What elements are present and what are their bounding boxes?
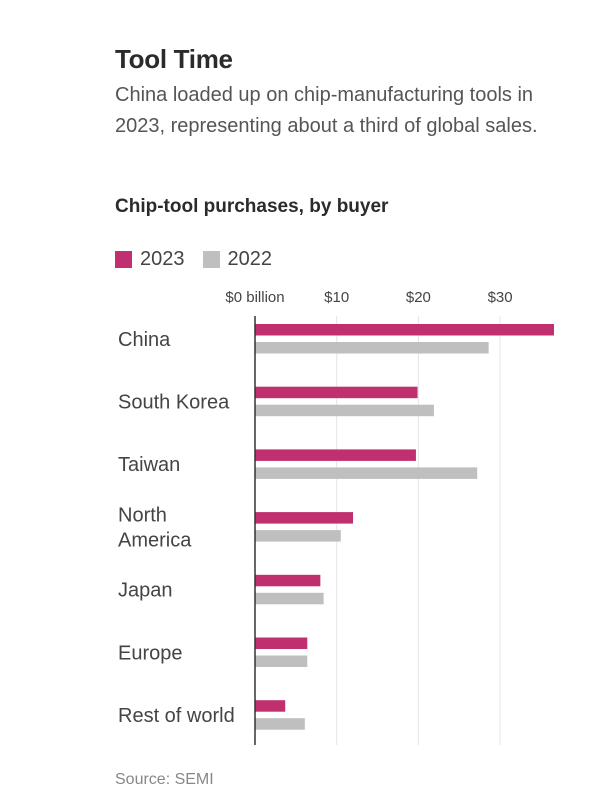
bar-2023 xyxy=(255,574,321,587)
x-tick-label: $0 billion xyxy=(225,289,284,306)
legend-item-2023: 2023 xyxy=(115,248,185,271)
legend-label-2022: 2022 xyxy=(227,247,273,270)
bar-2023 xyxy=(255,512,354,524)
category-label: America xyxy=(118,529,192,551)
category-label: China xyxy=(118,329,171,351)
x-tick-label: $30 xyxy=(488,289,513,306)
legend-item-2022: 2022 xyxy=(202,247,273,271)
category-label: Europe xyxy=(118,642,183,664)
category-label: North xyxy=(118,504,167,526)
bar-2022 xyxy=(255,655,308,667)
chart-heading: Chip-tool purchases, by buyer xyxy=(115,196,389,217)
category-label: Japan xyxy=(118,580,173,602)
bar-2023 xyxy=(255,637,308,649)
bar-2022 xyxy=(255,530,341,542)
legend-swatch-2023 xyxy=(115,250,132,268)
category-label: Taiwan xyxy=(118,454,180,476)
chart-subtitle: China loaded up on chip-manufacturing to… xyxy=(115,84,538,137)
bar-2023 xyxy=(255,700,286,712)
legend-swatch-2022 xyxy=(202,250,220,268)
bar-2022 xyxy=(255,404,434,417)
source-note: Source: SEMI xyxy=(115,771,214,788)
bar-2023 xyxy=(255,449,416,461)
bar-2023 xyxy=(255,324,554,336)
legend: 2023 2022 xyxy=(115,246,290,272)
x-tick-label: $20 xyxy=(406,289,431,306)
category-label: Rest of world xyxy=(118,705,235,727)
bar-2023 xyxy=(255,386,418,399)
bar-2022 xyxy=(255,718,305,730)
bar-2022 xyxy=(255,342,489,354)
x-tick-label: $10 xyxy=(324,289,349,306)
legend-label-2023: 2023 xyxy=(140,247,185,270)
category-label: South Korea xyxy=(118,391,230,413)
bar-2022 xyxy=(255,592,324,605)
bar-2022 xyxy=(255,467,478,479)
chart-title: Tool Time xyxy=(115,44,233,74)
